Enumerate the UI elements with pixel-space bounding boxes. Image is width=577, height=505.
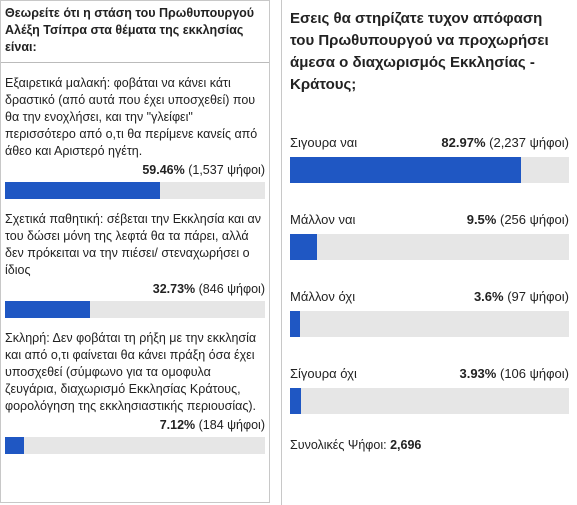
- option-text: Μάλλον όχι: [290, 289, 356, 304]
- bar-track: [290, 234, 569, 260]
- poll-option: Εξαιρετικά μαλακή: φοβάται να κάνει κάτι…: [1, 63, 269, 199]
- bar: [290, 388, 301, 414]
- poll-option: Μάλλον ναι 9.5% (256 ψήφοι): [282, 183, 577, 260]
- bar: [290, 157, 522, 183]
- total-votes: Συνολικές Ψήφοι: 2,696: [282, 414, 577, 452]
- left-poll: Θεωρείτε ότι η στάση του Πρωθυπουργού Αλ…: [0, 0, 270, 503]
- poll-question: Θεωρείτε ότι η στάση του Πρωθυπουργού Αλ…: [1, 1, 269, 63]
- option-text: Μάλλον ναι: [290, 212, 356, 227]
- bar: [5, 182, 160, 199]
- vote-count: (1,537 ψήφοι): [188, 163, 265, 177]
- bar: [290, 234, 317, 260]
- option-text: Σιγουρα ναι: [290, 135, 358, 150]
- vote-count: (846 ψήφοι): [198, 282, 265, 296]
- total-label: Συνολικές Ψήφοι:: [290, 438, 387, 452]
- option-text: Σίγουρα όχι: [290, 366, 357, 381]
- bar-track: [5, 437, 265, 454]
- option-head: Μάλλον όχι 3.6% (97 ψήφοι): [290, 288, 569, 305]
- option-result: 59.46% (1,537 ψήφοι): [5, 162, 265, 179]
- bar: [5, 301, 91, 318]
- total-value: 2,696: [390, 438, 422, 452]
- bar-track: [5, 182, 265, 199]
- percent-label: 3.93%: [459, 366, 497, 381]
- poll-option: Σίγουρα όχι 3.93% (106 ψήφοι): [282, 337, 577, 414]
- vote-count: (106 ψήφοι): [499, 366, 569, 381]
- percent-label: 82.97%: [441, 135, 486, 150]
- poll-option: Σιγουρα ναι 82.97% (2,237 ψήφοι): [282, 106, 577, 183]
- bar-track: [290, 157, 569, 183]
- bar: [5, 437, 24, 454]
- option-result: 82.97% (2,237 ψήφοι): [441, 134, 569, 151]
- option-result: 7.12% (184 ψήφοι): [5, 417, 265, 434]
- vote-count: (97 ψήφοι): [507, 289, 569, 304]
- bar: [290, 311, 301, 337]
- vote-count: (184 ψήφοι): [198, 418, 265, 432]
- option-result: 32.73% (846 ψήφοι): [5, 281, 265, 298]
- option-head: Σίγουρα όχι 3.93% (106 ψήφοι): [290, 365, 569, 382]
- percent-label: 9.5%: [466, 212, 497, 227]
- option-result: 3.93% (106 ψήφοι): [459, 365, 569, 382]
- percent-label: 59.46%: [142, 163, 185, 177]
- poll-option: Μάλλον όχι 3.6% (97 ψήφοι): [282, 260, 577, 337]
- poll-option: Σκληρή: Δεν φοβάται τη ρήξη με την εκκλη…: [1, 318, 269, 454]
- option-head: Σιγουρα ναι 82.97% (2,237 ψήφοι): [290, 134, 569, 151]
- percent-label: 32.73%: [152, 282, 196, 296]
- bar-track: [5, 301, 265, 318]
- percent-label: 3.6%: [473, 289, 504, 304]
- percent-label: 7.12%: [159, 418, 196, 432]
- right-poll: Εσεις θα στηρίζατε τυχον απόφαση του Πρω…: [281, 0, 577, 505]
- option-text: Σχετικά παθητική: σέβεται την Εκκλησία κ…: [5, 212, 261, 277]
- vote-count: (2,237 ψήφοι): [489, 135, 569, 150]
- vote-count: (256 ψήφοι): [499, 212, 569, 227]
- option-text: Εξαιρετικά μαλακή: φοβάται να κάνει κάτι…: [5, 76, 258, 158]
- bar-track: [290, 388, 569, 414]
- bar-track: [290, 311, 569, 337]
- option-text: Σκληρή: Δεν φοβάται τη ρήξη με την εκκλη…: [5, 331, 257, 413]
- option-head: Μάλλον ναι 9.5% (256 ψήφοι): [290, 211, 569, 228]
- option-result: 3.6% (97 ψήφοι): [474, 288, 569, 305]
- poll-option: Σχετικά παθητική: σέβεται την Εκκλησία κ…: [1, 199, 269, 318]
- option-result: 9.5% (256 ψήφοι): [467, 211, 569, 228]
- poll-question: Εσεις θα στηρίζατε τυχον απόφαση του Πρω…: [290, 10, 549, 93]
